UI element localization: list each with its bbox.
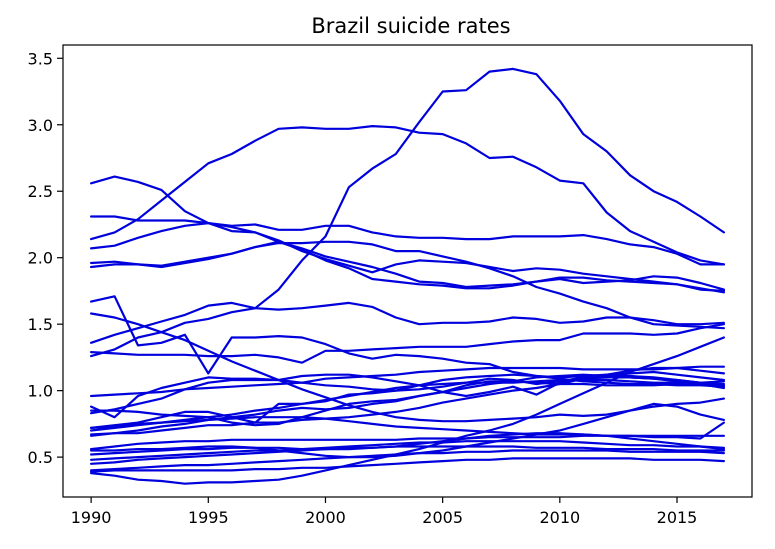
x-tick-label: 2005 [422,508,463,527]
series-line-16 [89,373,726,429]
y-tick-label: 3.0 [28,116,53,135]
chart-title: Brazil suicide rates [311,14,510,38]
y-tick-label: 3.5 [28,49,53,68]
series-line-28 [89,336,726,485]
series-line-4 [89,222,726,292]
y-tick-label: 2.0 [28,249,53,268]
series-layer [89,67,726,485]
x-tick-label: 2000 [305,508,346,527]
series-line-21 [89,434,726,451]
series-line-17 [89,378,726,432]
series-line-8 [89,312,726,423]
series-line-10 [89,67,726,358]
x-tick-label: 2010 [539,508,580,527]
series-line-27 [89,457,726,473]
series-line-19 [89,366,726,436]
series-line-6 [89,240,726,294]
y-tick-label: 1.5 [28,315,53,334]
series-line-5 [89,240,726,330]
axes-layer: 1990 1995 2000 2005 2010 2015 0.5 1.0 1.5 2.0 2.5 3… [28,44,753,527]
x-tick-label: 2015 [657,508,698,527]
series-line-13 [89,370,726,415]
series-line-26 [89,449,726,472]
series-line-11 [89,323,726,364]
series-line-24 [89,440,726,461]
series-line-3 [89,215,726,266]
series-line-12 [89,365,726,398]
x-tick-label: 1995 [188,508,229,527]
y-tick-label: 1.0 [28,382,53,401]
series-line-1 [89,175,726,291]
y-tick-label: 2.5 [28,182,53,201]
series-line-2 [89,124,726,266]
y-tick-label: 0.5 [28,448,53,467]
plot-frame [62,44,753,498]
series-line-9 [89,301,726,344]
x-tick-label: 1990 [71,508,112,527]
series-line-7 [89,295,726,388]
series-line-23 [89,432,726,456]
series-line-25 [89,445,726,465]
